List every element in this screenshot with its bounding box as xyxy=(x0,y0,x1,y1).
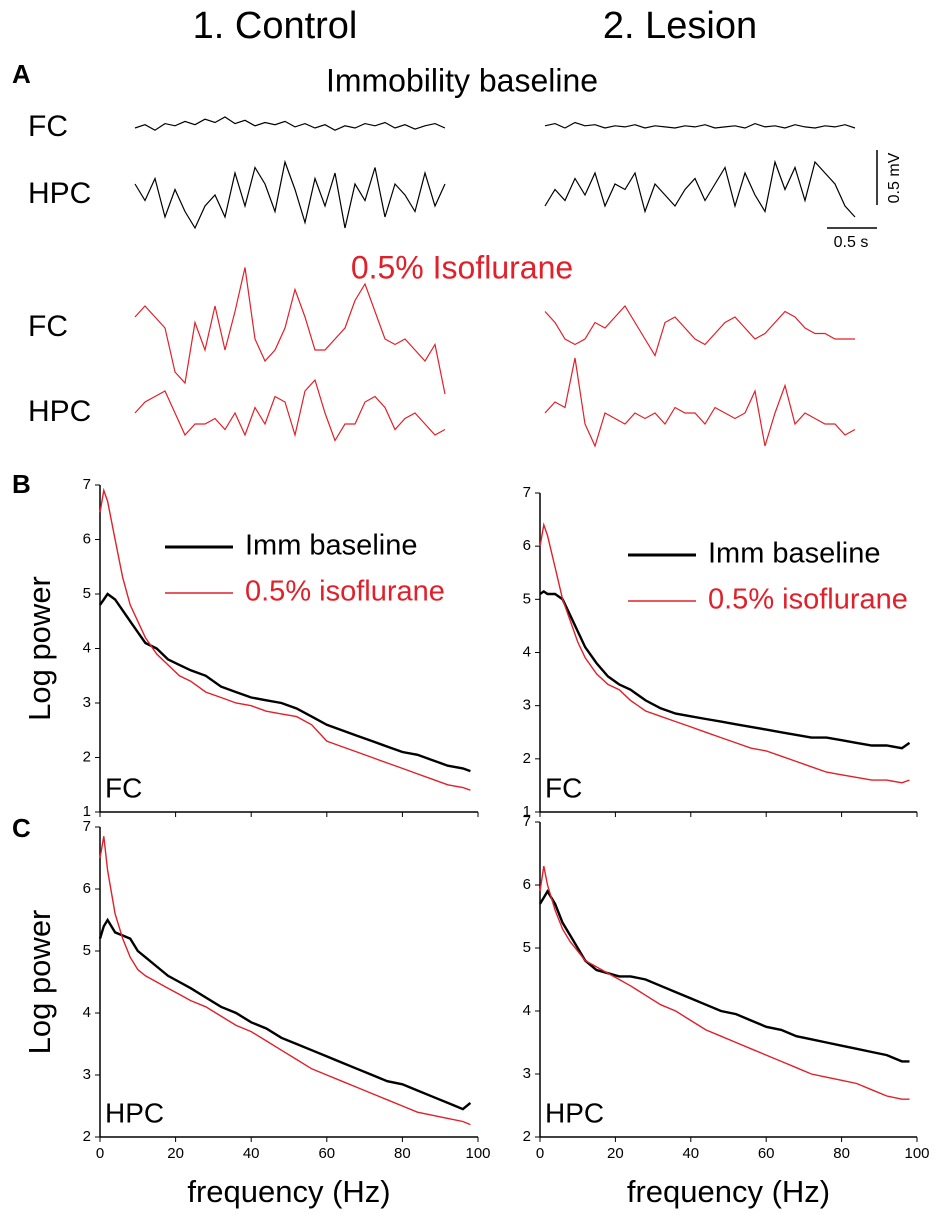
x-tick-label: 100 xyxy=(904,1145,929,1162)
x-tick-label: 20 xyxy=(607,1145,624,1162)
y-tick-label: 5 xyxy=(83,942,91,959)
chart-annotation: HPC xyxy=(545,1097,604,1128)
y-tick-label: 7 xyxy=(83,476,91,493)
panel-label: C xyxy=(12,813,31,843)
legend-label: 0.5% isoflurane xyxy=(245,576,445,608)
series-line xyxy=(99,836,471,1126)
legend-label: Imm baseline xyxy=(708,538,880,570)
chart-annotation: FC xyxy=(545,772,582,803)
series-line xyxy=(99,487,471,791)
panel-label: B xyxy=(12,469,31,499)
y-tick-label: 4 xyxy=(83,639,91,656)
y-tick-label: 5 xyxy=(523,939,531,956)
trace-label: FC xyxy=(28,110,68,143)
x-tick-label: 40 xyxy=(243,1145,260,1162)
legend-label: Imm baseline xyxy=(245,530,417,562)
column-title: 1. Control xyxy=(193,5,358,47)
y-tick-label: 3 xyxy=(523,1065,531,1082)
x-tick-label: 60 xyxy=(318,1145,335,1162)
y-tick-label: 6 xyxy=(523,876,531,893)
chart-annotation: FC xyxy=(105,772,142,803)
y-tick-label: 4 xyxy=(83,1004,91,1021)
y-tick-label: 6 xyxy=(83,880,91,897)
x-tick-label: 60 xyxy=(758,1145,775,1162)
x-axis-label: frequency (Hz) xyxy=(187,1174,390,1209)
y-tick-label: 3 xyxy=(523,697,531,714)
y-tick-label: 4 xyxy=(523,1002,531,1019)
y-tick-label: 6 xyxy=(523,537,531,554)
series-line xyxy=(539,865,910,1100)
trace-label: HPC xyxy=(28,177,91,210)
x-tick-label: 0 xyxy=(96,1145,104,1162)
series-line xyxy=(538,888,910,1063)
x-tick-label: 80 xyxy=(833,1145,850,1162)
legend-label: 0.5% isoflurane xyxy=(708,584,908,616)
y-tick-label: 7 xyxy=(83,818,91,835)
x-axis-label: frequency (Hz) xyxy=(627,1174,830,1209)
scale-bar-label: 0.5 s xyxy=(834,234,869,251)
trace xyxy=(134,159,446,230)
x-tick-label: 20 xyxy=(167,1145,184,1162)
x-tick-label: 0 xyxy=(536,1145,544,1162)
x-tick-label: 40 xyxy=(682,1145,699,1162)
y-axis-label: Log power xyxy=(22,576,57,721)
y-axis-label: Log power xyxy=(22,910,57,1055)
scale-bar-label: 0.5 mV xyxy=(886,152,903,203)
y-tick-label: 2 xyxy=(523,750,531,767)
y-tick-label: 3 xyxy=(83,694,91,711)
trace xyxy=(544,159,856,218)
x-tick-label: 80 xyxy=(394,1145,411,1162)
y-tick-label: 3 xyxy=(83,1066,91,1083)
y-tick-label: 1 xyxy=(523,803,531,820)
y-tick-label: 7 xyxy=(523,813,531,830)
y-tick-label: 7 xyxy=(523,484,531,501)
series-line xyxy=(539,589,911,750)
trace xyxy=(134,378,446,442)
trace xyxy=(134,267,446,395)
section-title: Immobility baseline xyxy=(326,62,598,98)
chart-annotation: HPC xyxy=(105,1097,164,1128)
column-title: 2. Lesion xyxy=(603,5,757,47)
series-line xyxy=(98,917,472,1111)
y-tick-label: 5 xyxy=(523,590,531,607)
x-tick-label: 100 xyxy=(465,1145,490,1162)
trace xyxy=(544,121,856,129)
trace-label: HPC xyxy=(28,395,91,428)
panel-label: A xyxy=(12,59,31,89)
y-tick-label: 1 xyxy=(83,803,91,820)
trace xyxy=(544,357,856,448)
section-title: 0.5% Isoflurane xyxy=(351,249,573,285)
y-tick-label: 5 xyxy=(83,585,91,602)
y-tick-label: 6 xyxy=(83,530,91,547)
series-line xyxy=(539,522,910,784)
trace xyxy=(544,305,855,357)
y-tick-label: 2 xyxy=(83,748,91,765)
y-tick-label: 2 xyxy=(523,1128,531,1145)
y-tick-label: 4 xyxy=(523,643,531,660)
trace xyxy=(134,116,446,131)
y-tick-label: 2 xyxy=(83,1128,91,1145)
series-line xyxy=(99,592,471,773)
trace-label: FC xyxy=(28,310,68,343)
